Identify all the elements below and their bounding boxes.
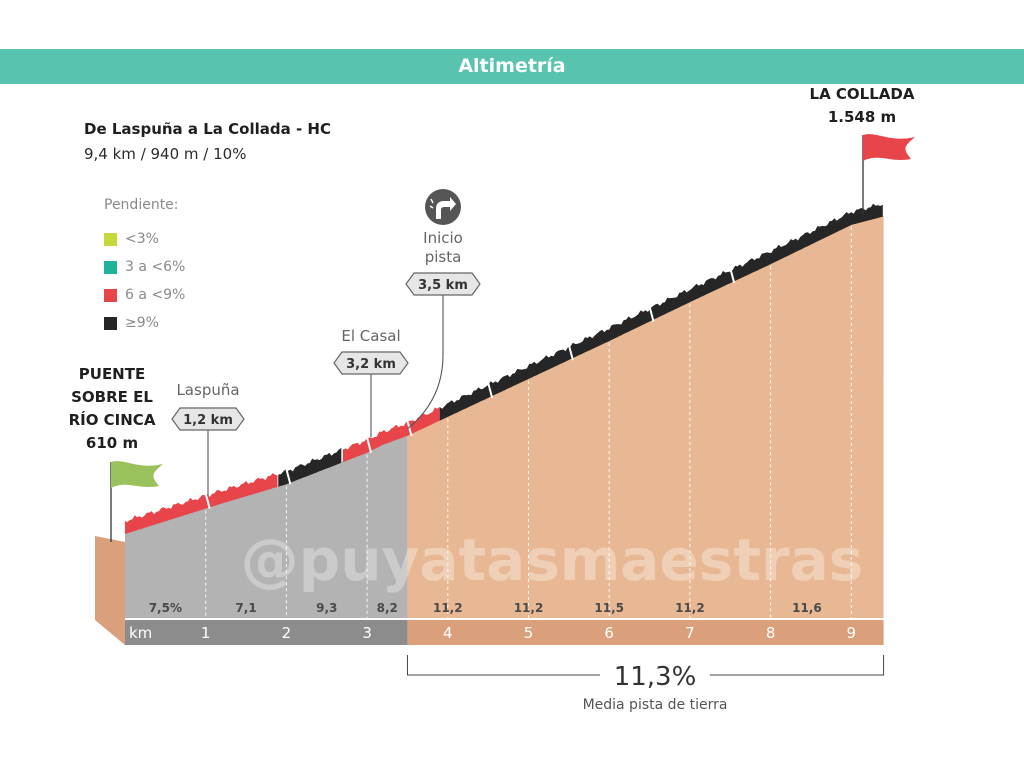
x-tick-label: 9 [847,624,857,642]
finish-flag [863,134,915,161]
x-tick-label: 5 [524,624,534,642]
x-tick-label: 4 [443,624,453,642]
start-name-line: SOBRE EL [71,388,153,406]
x-tick-label: 1 [201,624,211,642]
slope-separator [648,306,655,322]
summary-label: Media pista de tierra [583,697,728,713]
waypoint-name: El Casal [341,327,400,345]
slope-legend: Pendiente: <3% 3 a <6% 6 a <9% ≥9% [104,197,185,337]
route-title: De Laspuña a La Collada - HC [84,120,331,138]
x-axis-strip-dirt [407,620,884,645]
legend-label: ≥9% [125,315,159,331]
slope-separator [567,344,574,361]
x-tick-label: 6 [604,624,614,642]
slope-segment [342,407,440,463]
watermark: @puyatasmaestras [241,526,864,594]
slope-separator [487,382,494,399]
legend-title: Pendiente: [104,197,179,213]
paved-area [125,434,408,618]
y-tick-label: 600 [886,530,911,545]
waypoint-name: Laspuña [176,381,239,399]
x-axis-strip-paved [125,620,408,645]
waypoint-badge [333,351,409,375]
legend-item: 6 a <9% [104,281,185,309]
slope-separator [204,493,211,509]
x-tick-label: 8 [766,624,776,642]
slope-separator [406,420,413,437]
summary-value: 11,3% [614,662,697,692]
y-tick-label: 1000 [886,395,919,410]
waypoint-name: Inicio [423,229,463,247]
slope-separator [285,468,292,485]
y-tick-label: 800 [886,463,911,478]
side-face [95,536,125,645]
waypoint-name: pista [425,248,462,266]
finish-altitude: 1.548 m [828,108,896,126]
km-slope-label: 11,6 [792,601,822,615]
legend-label: 6 a <9% [125,287,186,303]
summary-bg [600,660,710,690]
x-tick-label: 2 [282,624,292,642]
x-tick-label: 3 [362,624,372,642]
legend-swatch [104,316,117,330]
km-slope-label: 11,2 [675,601,705,615]
slope-segment [439,203,883,421]
waypoint-km-label: 3,2 km [346,357,396,372]
slope-segment [125,473,278,534]
legend-swatch [104,232,117,246]
slope-separator [729,267,736,284]
page-title: Altimetría [0,49,1024,84]
waypoint-leader [407,295,444,430]
finish-name: LA COLLADA [810,85,915,103]
route-stats: 9,4 km / 940 m / 10% [84,145,247,163]
slope-separator [366,437,373,454]
km-slope-label: 8,2 [377,601,398,615]
start-name-line: RÍO CINCA [69,410,156,429]
waypoint-km-label: 3,5 km [418,278,468,293]
legend-item: 3 a <6% [104,253,185,281]
x-tick-label: 7 [685,624,695,642]
x-axis-label: km [129,624,152,642]
turn-dash [429,205,434,209]
legend-label: <3% [125,231,159,247]
turn-dash [430,198,434,204]
legend-swatch [104,260,117,274]
km-slope-label: 11,2 [433,601,463,615]
legend-item: <3% [104,225,185,253]
legend-item: ≥9% [104,309,185,337]
waypoint-km-label: 1,2 km [183,413,233,428]
km-slope-label: 7,5% [149,601,182,615]
km-slope-label: 11,5 [594,601,624,615]
y-tick-label: 1400 [886,260,919,275]
waypoint-badge [405,272,481,296]
start-name-line: PUENTE [79,365,145,383]
waypoint-badge [171,407,245,431]
start-flag [111,461,163,488]
legend-label: 3 a <6% [125,259,186,275]
km-slope-label: 7,1 [235,601,256,615]
km-slope-label: 9,3 [316,601,337,615]
slope-segment [278,448,342,487]
turn-arrow-glyph [436,197,456,219]
y-tick-label: 1200 [886,327,919,342]
km-slope-label: 11,2 [514,601,544,615]
legend-swatch [104,288,117,302]
dirt-track-area [407,215,884,618]
start-altitude: 610 m [86,434,138,452]
